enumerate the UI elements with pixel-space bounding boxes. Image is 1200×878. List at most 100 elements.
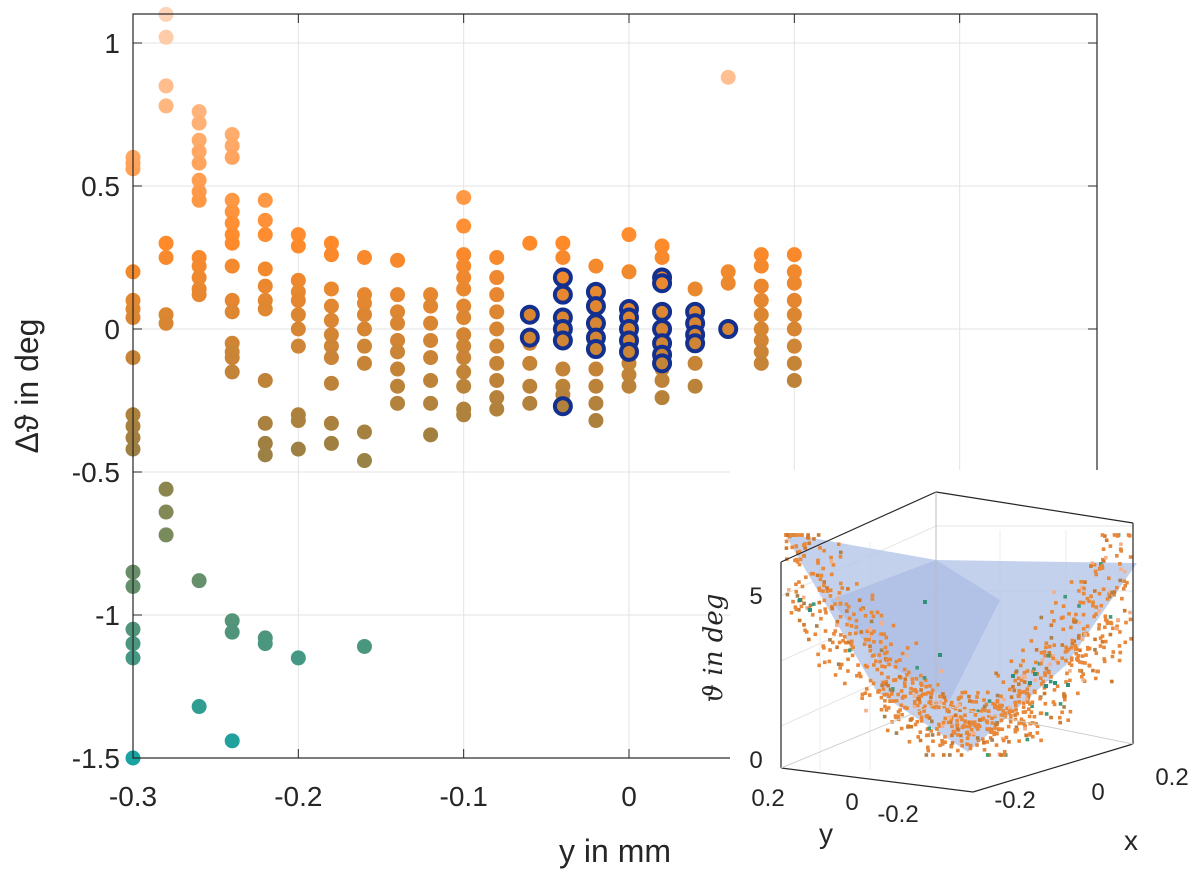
data-point <box>224 149 240 165</box>
inset-point <box>907 670 911 675</box>
inset-point <box>1124 620 1128 625</box>
data-point <box>158 481 174 497</box>
data-point <box>257 435 273 451</box>
inset-point <box>872 663 876 667</box>
inset-point <box>986 727 990 732</box>
data-point <box>356 355 372 371</box>
inset-point <box>1015 727 1019 732</box>
inset-point <box>838 602 843 606</box>
inset-point <box>827 659 832 664</box>
inset-point <box>802 553 806 558</box>
inset-point <box>908 691 913 695</box>
inset-point <box>967 720 972 725</box>
data-point <box>588 378 604 394</box>
inset-point <box>857 598 862 602</box>
inset-point <box>828 638 832 642</box>
inset-point <box>1128 610 1132 615</box>
inset-point <box>1000 736 1005 741</box>
inset-point <box>919 715 924 720</box>
inset-point <box>997 707 1001 711</box>
inset-point <box>1080 637 1085 642</box>
inset-point <box>900 651 905 656</box>
inset-point <box>965 742 969 746</box>
inset-point <box>994 671 999 676</box>
inset-point <box>1122 569 1127 574</box>
data-point <box>753 247 769 263</box>
inset-point <box>865 664 869 669</box>
inset-point <box>1013 713 1017 717</box>
inset-point <box>942 695 947 700</box>
inset-point <box>787 588 791 592</box>
inset-point <box>794 607 799 612</box>
inset-point <box>1027 707 1031 711</box>
data-point <box>522 378 538 394</box>
inset-point <box>985 753 990 757</box>
data-point <box>224 364 240 380</box>
inset-point <box>894 698 899 703</box>
inset-point <box>955 723 959 727</box>
inset-point <box>900 712 904 717</box>
inset-point <box>1061 615 1065 620</box>
inset-point <box>1044 641 1049 645</box>
inset-point <box>882 714 887 719</box>
inset-point <box>1103 555 1108 560</box>
inset-point <box>963 690 968 695</box>
inset-point <box>1006 724 1011 729</box>
inset-x-tick-label: -0.2 <box>994 787 1035 814</box>
inset-point <box>1083 661 1087 665</box>
inset-point <box>816 558 820 563</box>
inset-point <box>1017 694 1021 699</box>
inset-point <box>925 727 930 731</box>
inset-point <box>1023 726 1028 731</box>
data-point <box>323 375 339 391</box>
inset-point <box>1119 567 1123 572</box>
data-point <box>158 315 174 331</box>
inset-point <box>1051 700 1056 704</box>
inset-point <box>1021 648 1025 653</box>
inset-point <box>941 753 946 757</box>
inset-point <box>856 663 860 667</box>
inset-point <box>795 594 800 598</box>
inset-point <box>1054 659 1059 663</box>
inset-point <box>959 715 963 719</box>
data-point <box>489 287 505 303</box>
data-point <box>390 378 406 394</box>
inset-point <box>1081 677 1085 682</box>
inset-point <box>900 696 905 700</box>
inset-point <box>886 683 891 688</box>
inset-point <box>1052 688 1057 692</box>
inset-point <box>1099 562 1103 566</box>
inset-point <box>1055 684 1060 689</box>
highlighted-point <box>519 304 540 325</box>
data-point <box>621 367 637 383</box>
inset-point <box>817 588 822 592</box>
inset-point <box>884 708 889 712</box>
inset-point <box>823 607 827 611</box>
inset-point <box>878 659 882 664</box>
inset-point <box>797 549 802 554</box>
inset-point <box>915 703 920 708</box>
inset-point <box>1030 700 1035 705</box>
inset-point <box>1028 721 1033 726</box>
inset-point <box>785 592 790 597</box>
inset-point <box>793 558 797 563</box>
inset-point <box>1105 597 1110 601</box>
inset-point <box>871 614 876 619</box>
inset-point <box>1081 600 1086 605</box>
inset-point <box>876 690 880 694</box>
data-point <box>323 247 339 263</box>
data-point <box>224 733 240 749</box>
data-point <box>390 287 406 303</box>
inset-point <box>1112 590 1117 594</box>
data-point <box>224 192 240 208</box>
inset-point <box>1092 562 1097 567</box>
inset-point <box>1001 738 1006 743</box>
inset-axis-edge <box>935 703 1134 745</box>
inset-point <box>887 662 891 667</box>
inset-point <box>963 719 967 723</box>
inset-point <box>1009 695 1014 699</box>
inset-point <box>790 533 795 537</box>
inset-point <box>999 753 1003 757</box>
inset-point <box>1042 650 1047 654</box>
